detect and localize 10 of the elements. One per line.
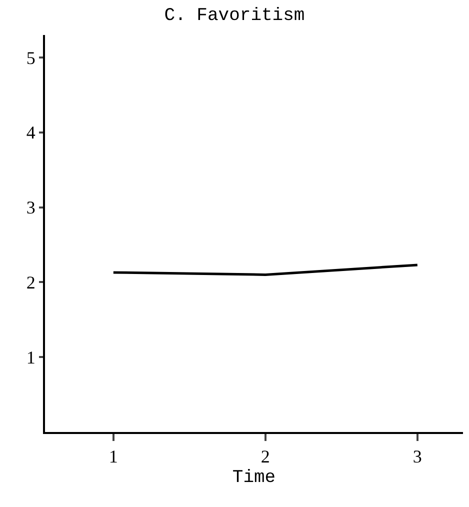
x-axis-title: Time — [232, 468, 276, 488]
x-tick-label: 3 — [412, 446, 422, 467]
chart-title: C. Favoritism — [164, 6, 305, 26]
x-tick-label: 2 — [260, 446, 270, 467]
y-tick-label: 1 — [26, 347, 36, 368]
y-tick-label: 4 — [26, 122, 36, 143]
x-tick-label: 1 — [108, 446, 118, 467]
y-tick-label: 2 — [26, 272, 36, 292]
y-tick-label: 5 — [26, 48, 36, 68]
y-tick-label: 3 — [26, 198, 36, 218]
